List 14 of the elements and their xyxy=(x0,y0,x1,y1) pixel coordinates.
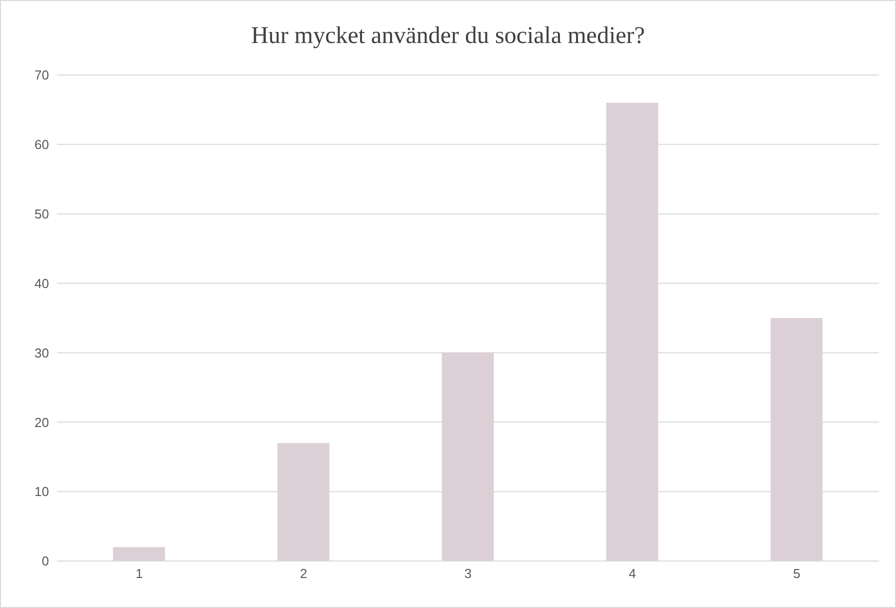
y-tick-label: 10 xyxy=(34,484,49,500)
y-tick-label: 70 xyxy=(34,68,49,83)
y-tick-label: 20 xyxy=(34,414,49,430)
x-tick-label: 1 xyxy=(136,566,143,582)
y-tick-label: 30 xyxy=(34,345,49,360)
y-tick-label: 50 xyxy=(34,206,49,222)
x-tick-label: 3 xyxy=(464,566,472,582)
y-tick-label: 60 xyxy=(34,137,49,152)
x-tick-label: 2 xyxy=(300,566,308,582)
x-tick-label: 5 xyxy=(793,566,800,582)
y-tick-label: 0 xyxy=(42,554,49,569)
y-tick-label: 40 xyxy=(34,276,49,291)
chart-title: Hur mycket använder du sociala medier? xyxy=(250,23,646,50)
x-tick-label: 4 xyxy=(628,566,636,582)
